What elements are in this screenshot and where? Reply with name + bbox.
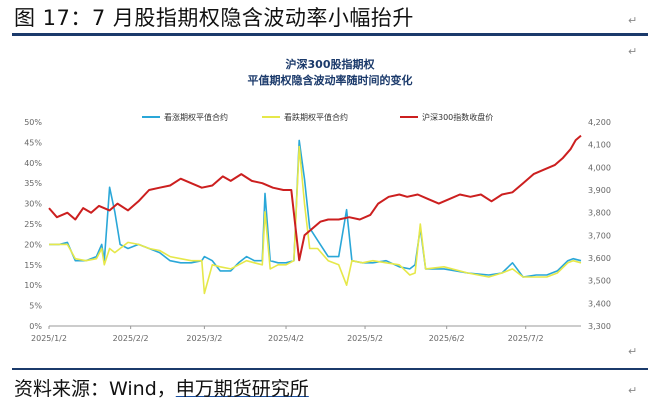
legend-label: 看涨期权平值合约 bbox=[164, 112, 228, 122]
y-left-tick-label: 50% bbox=[24, 118, 42, 127]
y-left-tick-label: 0% bbox=[29, 322, 42, 331]
y-right-tick-label: 3,500 bbox=[588, 277, 611, 286]
y-left-tick-label: 5% bbox=[29, 302, 42, 311]
y-right-tick-label: 3,800 bbox=[588, 209, 611, 218]
x-tick-label: 2025/2/2 bbox=[113, 334, 149, 343]
series-line bbox=[49, 145, 582, 295]
chart-legend: 看涨期权平值合约 看跌期权平值合约 沪深300指数收盘价 bbox=[142, 112, 493, 122]
y-left-tick-label: 25% bbox=[24, 220, 42, 229]
title-divider bbox=[12, 33, 648, 36]
paragraph-mark: ↵ bbox=[628, 345, 638, 358]
y-left-tick-label: 45% bbox=[24, 138, 42, 147]
x-tick-label: 2025/5/2 bbox=[347, 334, 383, 343]
y-axis-left: 0% 5% 10% 15% 20% 25% 30% 35% 40% 45% 50% bbox=[24, 118, 42, 331]
y-left-tick-label: 40% bbox=[24, 159, 42, 168]
source-prefix: 资料来源： bbox=[14, 378, 110, 400]
source-divider bbox=[12, 368, 648, 370]
source-wind: Wind， bbox=[109, 378, 176, 400]
y-right-tick-label: 4,200 bbox=[588, 118, 611, 127]
paragraph-mark: ↵ bbox=[628, 45, 638, 58]
x-axis: 2025/1/2 2025/2/2 2025/3/2 2025/4/2 2025/5/2… bbox=[31, 326, 544, 343]
y-right-tick-label: 3,300 bbox=[588, 322, 611, 331]
x-tick-label: 2025/6/2 bbox=[429, 334, 465, 343]
paragraph-mark: ↵ bbox=[628, 14, 638, 27]
paragraph-mark: ↵ bbox=[628, 384, 638, 397]
y-left-tick-label: 10% bbox=[24, 281, 42, 290]
y-left-tick-label: 20% bbox=[24, 240, 42, 249]
x-tick-label: 2025/1/2 bbox=[31, 334, 67, 343]
series-lines bbox=[48, 134, 582, 295]
y-right-tick-label: 3,700 bbox=[588, 231, 611, 240]
source-note: 资料来源：Wind，申万期货研究所 bbox=[14, 374, 309, 401]
y-right-tick-label: 3,400 bbox=[588, 299, 611, 308]
figure-title: 图 17：7 月股指期权隐含波动率小幅抬升 bbox=[14, 6, 414, 30]
y-right-tick-label: 4,000 bbox=[588, 163, 611, 172]
series-line bbox=[48, 134, 582, 262]
source-org: 申万期货研究所 bbox=[175, 378, 309, 400]
legend-label: 沪深300指数收盘价 bbox=[422, 112, 493, 122]
y-axis-right: 3,300 3,400 3,500 3,600 3,700 3,800 3,900 4,000… bbox=[588, 118, 611, 331]
y-right-tick-label: 4,100 bbox=[588, 141, 611, 150]
x-tick-label: 2025/4/2 bbox=[268, 334, 304, 343]
chart-title: 沪深300股指期权 bbox=[286, 57, 376, 71]
y-left-tick-label: 15% bbox=[24, 261, 42, 270]
y-right-tick-label: 3,600 bbox=[588, 254, 611, 263]
x-tick-label: 2025/3/2 bbox=[186, 334, 222, 343]
legend-label: 看跌期权平值合约 bbox=[284, 112, 348, 122]
y-left-tick-label: 35% bbox=[24, 179, 42, 188]
y-right-tick-label: 3,900 bbox=[588, 186, 611, 195]
y-left-tick-label: 30% bbox=[24, 200, 42, 209]
x-tick-label: 2025/7/2 bbox=[508, 334, 544, 343]
chart-subtitle: 平值期权隐含波动率随时间的变化 bbox=[248, 73, 413, 87]
